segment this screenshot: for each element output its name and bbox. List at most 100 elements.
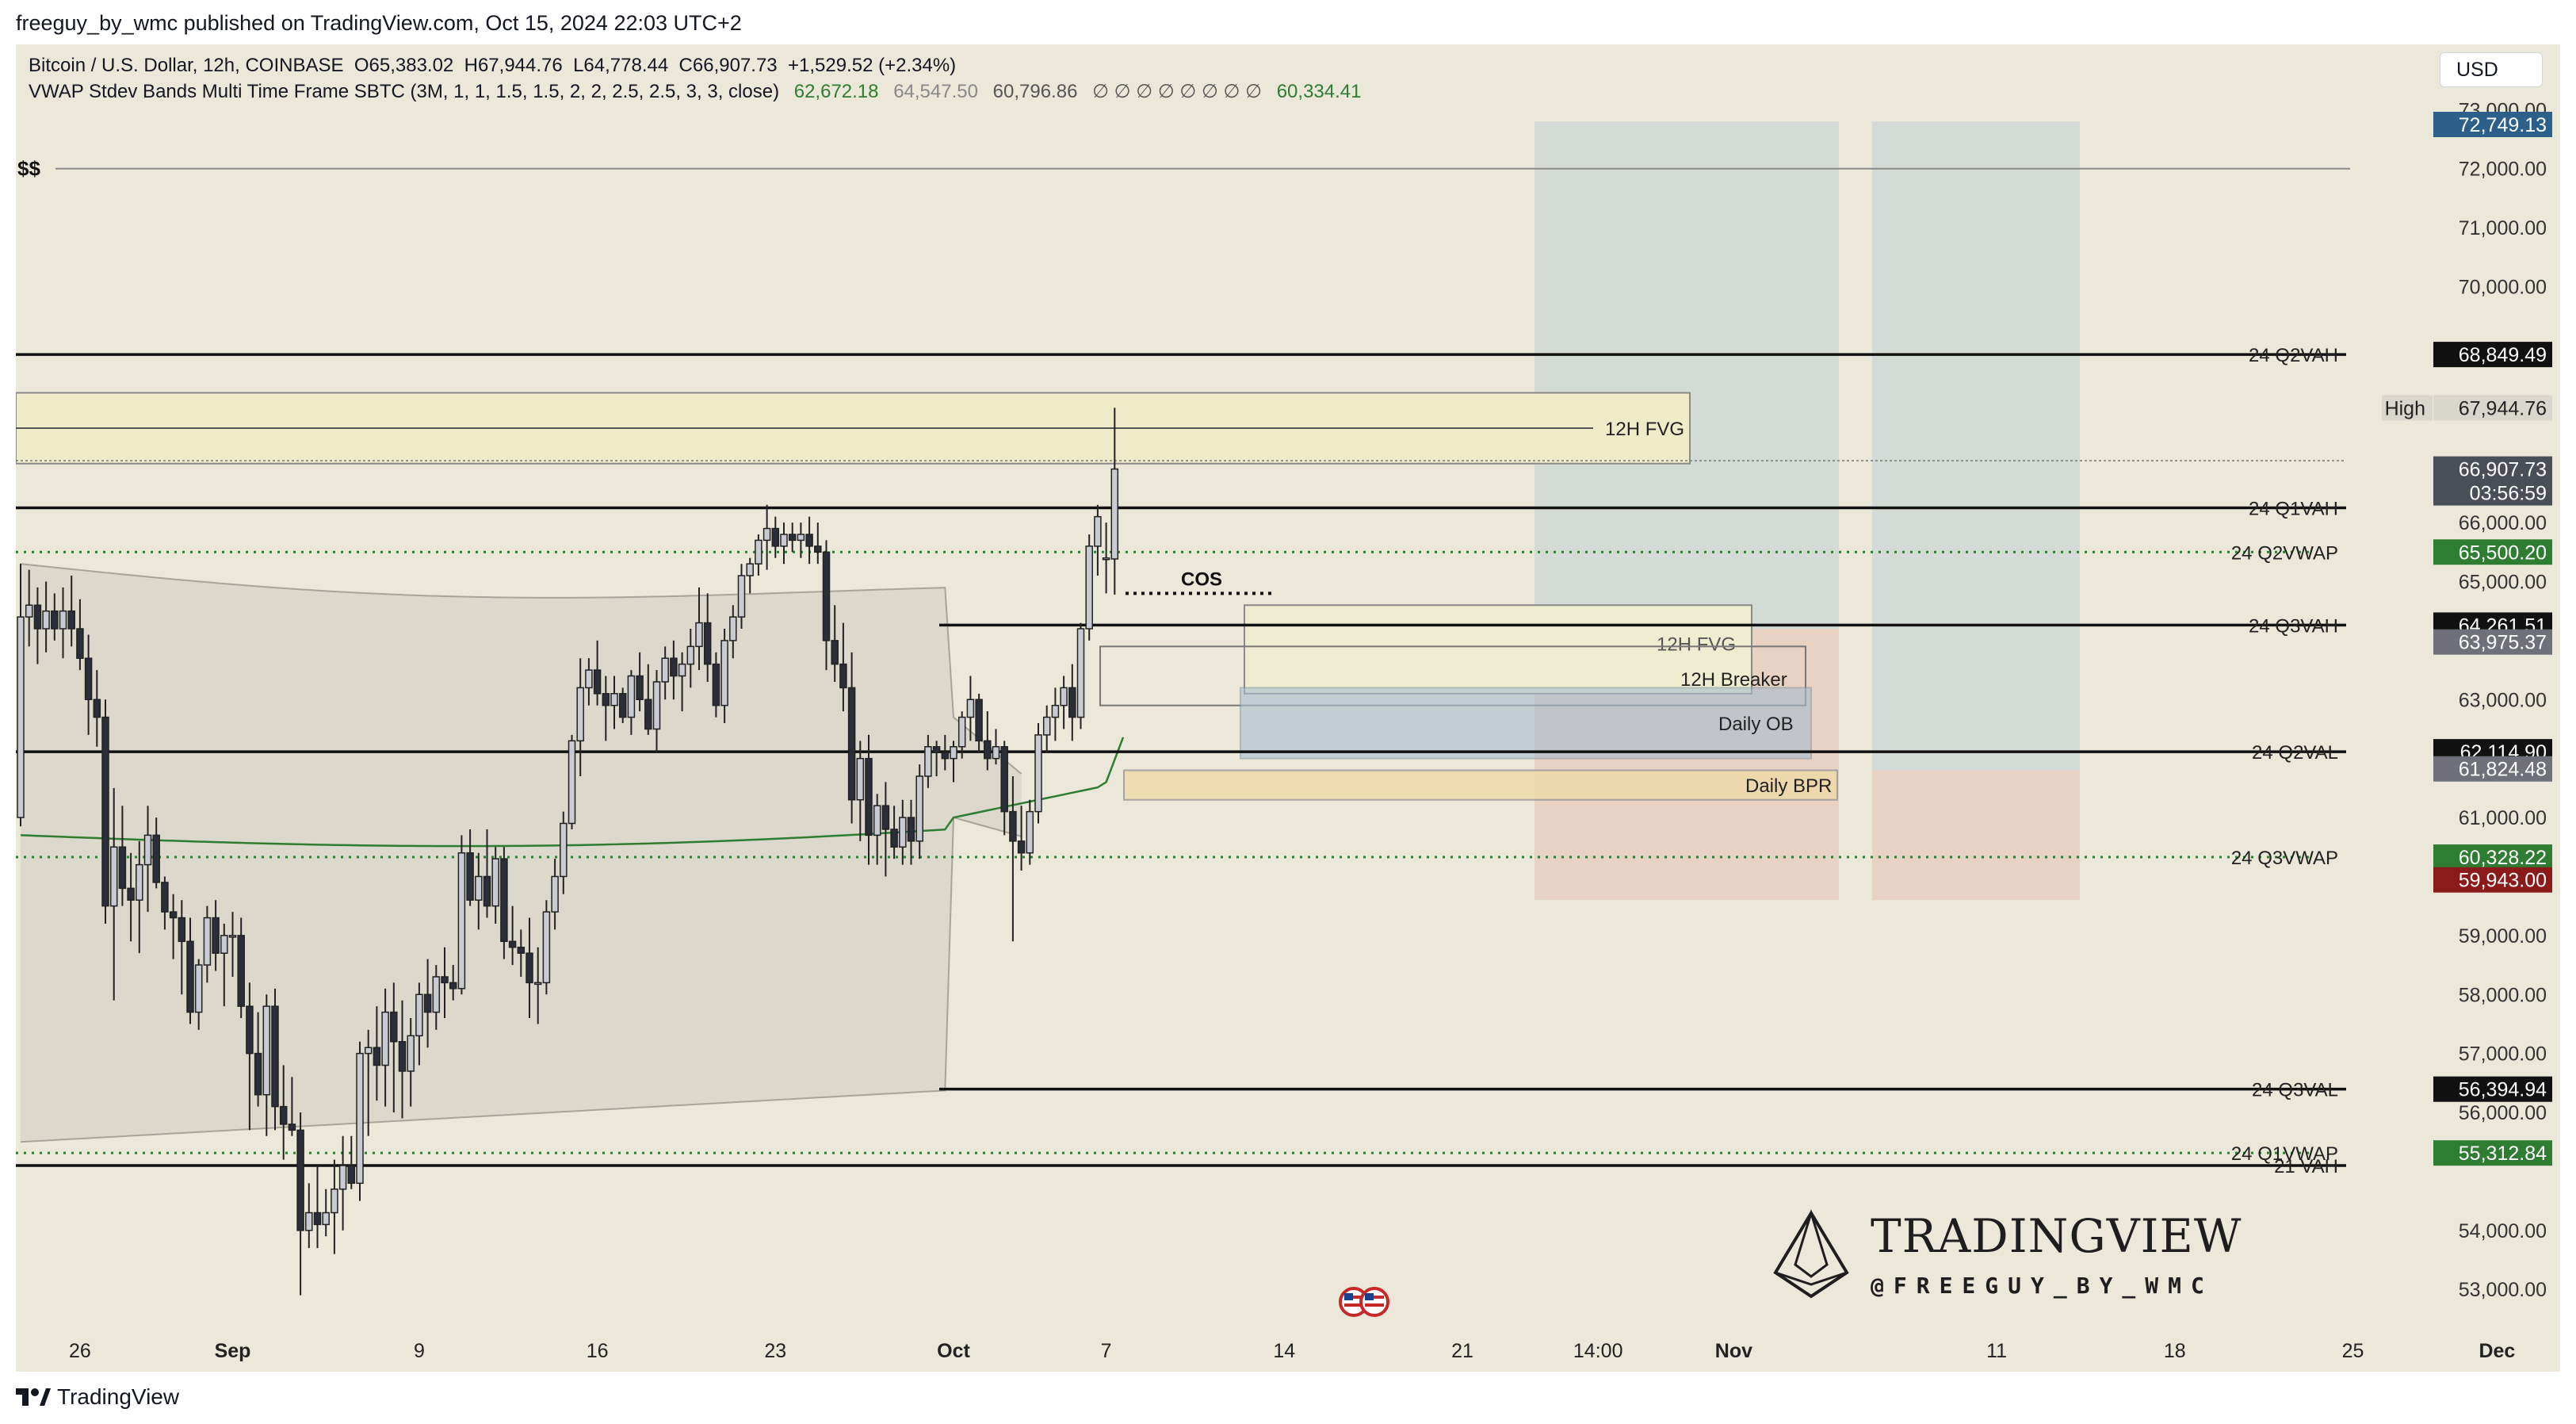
zone-daily-ob-label: Daily OB (1718, 714, 1794, 735)
tradingview-logo-icon (16, 1388, 51, 1406)
candle-body-57 (500, 858, 508, 943)
us-flag-event-icon[interactable] (1338, 1286, 1395, 1318)
x-tick-label-0: 26 (69, 1340, 91, 1362)
candle-body-113 (975, 699, 983, 742)
zone-12h-fvg-lower-label: 12H FVG (1657, 634, 1736, 656)
candle-body-4 (51, 610, 59, 630)
candle-body-82 (712, 663, 720, 706)
candle-body-3 (42, 610, 50, 630)
level-label-8: 21 VAH (2274, 1156, 2338, 1177)
watermark-handle: @FREEGUY_BY_WMC (1871, 1273, 2214, 1299)
candle-body-11 (109, 846, 118, 907)
candle-body-23 (212, 917, 220, 954)
y-tick-label-6: 61,000.00 (2459, 807, 2547, 829)
candle-body-33 (296, 1129, 304, 1231)
legend-change: +1,529.52 (+2.34%) (788, 55, 957, 76)
candle-body-99 (856, 757, 865, 801)
level-price-bg-7 (2433, 1140, 2552, 1166)
candle-body-12 (118, 846, 127, 890)
candle-body-48 (423, 993, 432, 1013)
candle-body-18 (169, 911, 178, 919)
candle-body-46 (407, 1035, 415, 1072)
candle-body-87 (755, 539, 762, 565)
candle-body-60 (526, 952, 533, 984)
candle-body-98 (847, 687, 856, 801)
x-tick-label-2: 9 (414, 1340, 425, 1362)
level-label-4: 24 Q2VAL (2252, 742, 2338, 764)
candle-body-83 (720, 640, 728, 706)
vwap-upper-band (20, 563, 1022, 775)
candle-body-2 (33, 604, 42, 630)
tradingview-pyramid-icon (1773, 1209, 1849, 1299)
level-price-bg-5 (2433, 844, 2552, 871)
candle-body-127 (1094, 515, 1102, 547)
zone-daily-bpr-label: Daily BPR (1745, 775, 1832, 797)
candle-body-101 (873, 805, 881, 836)
candle-body-71 (618, 693, 627, 718)
candle-body-1 (25, 604, 33, 618)
candle-body-77 (670, 657, 678, 677)
candle-body-41 (364, 1047, 373, 1055)
candle-body-74 (644, 699, 652, 730)
candle-body-66 (576, 687, 584, 742)
level-price-bg-0 (2433, 342, 2552, 368)
candle-body-31 (279, 1105, 288, 1125)
price-label-3: 66,907.73 (2459, 459, 2547, 481)
level-price-0: 68,849.49 (2459, 344, 2547, 366)
x-tick-label-5: Oct (937, 1340, 970, 1362)
price-label-2: 67,944.76 (2459, 397, 2547, 419)
candle-body-13 (127, 887, 135, 901)
candle-body-126 (1085, 545, 1093, 630)
x-tick-label-9: 14:00 (1573, 1340, 1623, 1362)
candle-body-43 (381, 1011, 389, 1066)
candle-body-96 (831, 640, 839, 665)
candle-body-69 (602, 693, 610, 706)
candle-body-17 (161, 882, 169, 913)
y-tick-label-12: 72,000.00 (2459, 159, 2547, 181)
x-tick-label-1: Sep (215, 1340, 251, 1362)
legend-ind-v4: 60,334.41 (1276, 81, 1362, 102)
candle-body-104 (899, 817, 907, 848)
y-tick-label-10: 70,000.00 (2459, 277, 2547, 299)
candle-body-39 (347, 1165, 356, 1185)
candle-body-117 (1009, 810, 1017, 842)
candle-body-115 (992, 746, 1000, 760)
y-tick-label-0: 53,000.00 (2459, 1279, 2547, 1301)
y-tick-label-1: 54,000.00 (2459, 1220, 2547, 1242)
y-tick-label-3: 57,000.00 (2459, 1043, 2547, 1066)
chart-panel[interactable]: 12H FVG 12H FVG 12H Breaker Daily OB Daily B… (16, 44, 2560, 1372)
candle-body-97 (839, 663, 847, 689)
footer-logo[interactable]: TradingView (16, 1384, 179, 1410)
level-label-6: 24 Q3VAL (2252, 1080, 2338, 1101)
legend-indicator[interactable]: VWAP Stdev Bands Multi Time Frame SBTC (… (29, 81, 780, 102)
legend-symbol[interactable]: Bitcoin / U.S. Dollar, 12h, COINBASE (29, 55, 344, 76)
price-label-bg-0 (2433, 111, 2552, 137)
x-tick-label-4: 23 (764, 1340, 786, 1362)
candle-body-105 (907, 817, 915, 842)
candle-body-21 (194, 964, 203, 1013)
currency-selector[interactable]: USD (2440, 52, 2543, 87)
legend-low: L64,778.44 (573, 55, 669, 76)
candle-body-14 (136, 863, 143, 901)
candle-body-112 (966, 699, 975, 718)
y-tick-label-7: 63,000.00 (2459, 689, 2547, 711)
candle-body-121 (1042, 716, 1051, 736)
x-tick-label-7: 14 (1273, 1340, 1295, 1362)
price-label-1: High (2385, 397, 2425, 419)
candle-body-95 (822, 551, 831, 641)
footer-bar (0, 1372, 2576, 1424)
candle-body-123 (1060, 687, 1068, 706)
level-price-7: 55,312.84 (2459, 1143, 2547, 1165)
x-tick-label-3: 16 (587, 1340, 609, 1362)
candle-body-27 (246, 1005, 254, 1055)
legend-ind-na: ∅ ∅ ∅ ∅ ∅ ∅ ∅ ∅ (1092, 81, 1263, 102)
candle-body-29 (262, 1005, 271, 1096)
candle-body-47 (415, 993, 423, 1037)
candle-body-120 (1034, 734, 1042, 813)
vwap-lower-band (20, 816, 1022, 1143)
level-label-0: 24 Q2VAH (2249, 345, 2338, 366)
candle-body-78 (678, 663, 686, 677)
chart-legend: Bitcoin / U.S. Dollar, 12h, COINBASE O65… (29, 52, 1370, 105)
price-label-bg-7 (2433, 867, 2552, 893)
